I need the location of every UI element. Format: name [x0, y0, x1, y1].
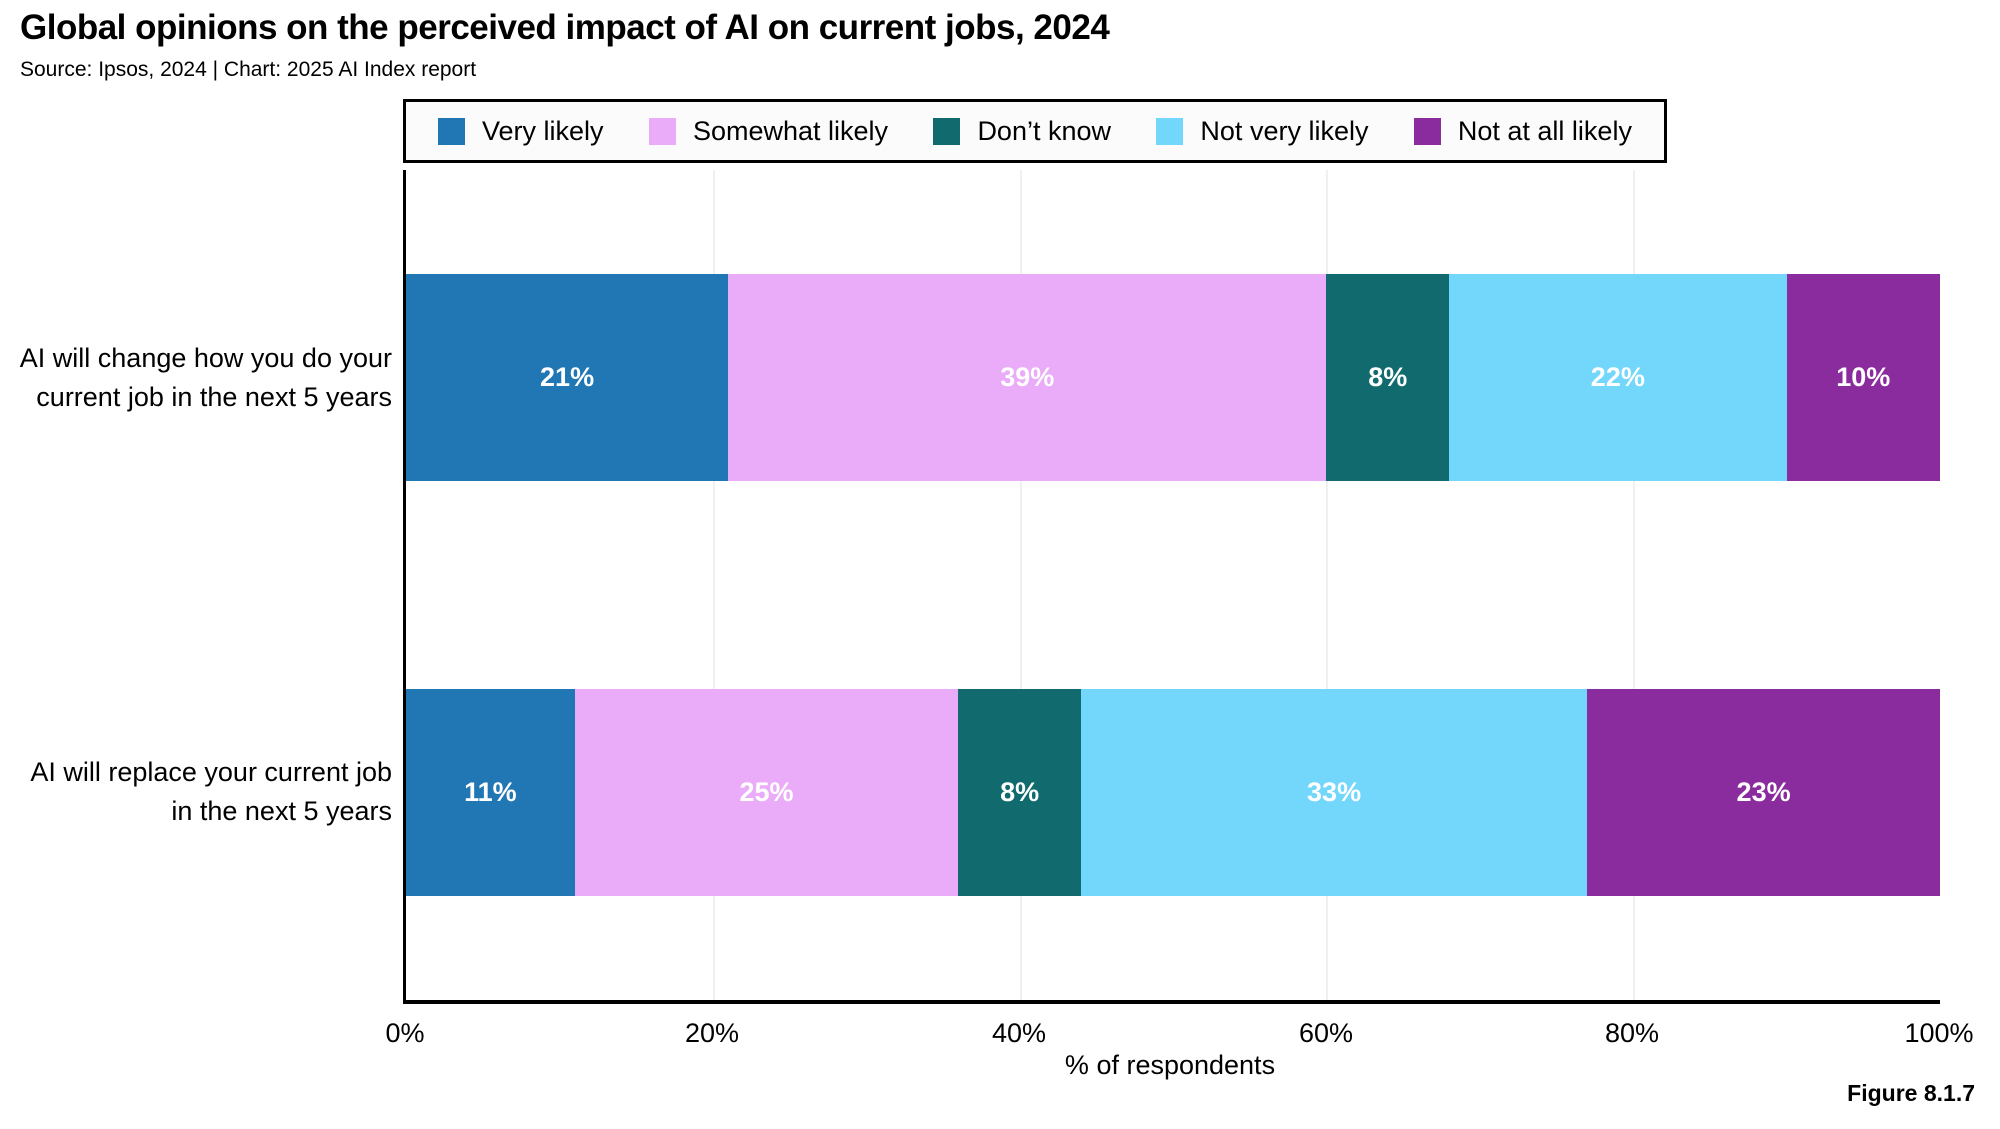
bar-value-label: 33%: [1307, 777, 1362, 807]
legend-swatch-very-likely: [438, 117, 465, 145]
legend-swatch-somewhat-likely: [648, 117, 676, 145]
gridline-80: [1633, 170, 1636, 1000]
legend-swatch-dont-know: [933, 117, 961, 145]
bar-value-label: 8%: [1000, 777, 1040, 807]
bar-value-label: 23%: [1736, 777, 1791, 807]
bar-segment-not-very-likely: 22%: [1449, 274, 1787, 481]
bar-value-label: 10%: [1836, 362, 1891, 392]
x-tick-60: 60%: [1298, 1018, 1354, 1048]
gridline-40: [1019, 170, 1022, 1000]
legend-swatch-not-very-likely: [1156, 117, 1184, 145]
legend-label: Somewhat likely: [692, 115, 889, 146]
category-label-line: AI will change how you do your: [19, 343, 392, 373]
plot-area: 21% 39% 8% 22% 10% 11% 25% 8% 33% 23%: [403, 170, 1940, 1004]
category-label-change-job: AI will change how you do your current j…: [0, 339, 392, 417]
legend-label: Very likely: [482, 115, 604, 146]
bar-value-label: 11%: [464, 777, 517, 807]
legend-item-not-very-likely: Not very likely: [1156, 116, 1368, 147]
category-label-replace-job: AI will replace your current job in the …: [0, 753, 392, 831]
x-tick-0: 0%: [385, 1018, 425, 1048]
bar-value-label: 22%: [1590, 362, 1645, 392]
page-title: Global opinions on the perceived impact …: [20, 8, 1110, 47]
legend-label: Not at all likely: [1457, 115, 1632, 146]
chart-source-caption: Source: Ipsos, 2024 | Chart: 2025 AI Ind…: [20, 58, 477, 81]
gridline-60: [1326, 170, 1329, 1000]
x-tick-100: 100%: [1904, 1018, 1974, 1048]
legend-item-not-at-all-likely: Not at all likely: [1413, 115, 1632, 147]
legend-item-somewhat-likely: Somewhat likely: [648, 115, 889, 147]
legend-swatch-not-at-all-likely: [1413, 117, 1441, 145]
legend-label: Don’t know: [977, 115, 1112, 146]
bar-segment-not-at-all-likely: 23%: [1587, 689, 1940, 896]
bar-segment-somewhat-likely: 25%: [574, 689, 959, 896]
bar-value-label: 8%: [1368, 362, 1408, 392]
bar-segment-dont-know: 8%: [958, 689, 1081, 896]
bar-row-replace-job: 11% 25% 8% 33% 23%: [406, 689, 1940, 896]
bar-segment-not-at-all-likely: 10%: [1786, 274, 1940, 481]
gridline-20: [712, 170, 715, 1000]
legend-label: Not very likely: [1200, 115, 1369, 146]
bar-row-change-job: 21% 39% 8% 22% 10%: [406, 274, 1940, 481]
bar-value-label: 21%: [540, 362, 595, 392]
category-label-line: in the next 5 years: [171, 796, 392, 826]
x-axis-label: % of respondents: [1064, 1050, 1276, 1080]
bar-segment-not-very-likely: 33%: [1080, 689, 1588, 896]
category-label-line: AI will replace your current job: [30, 757, 392, 787]
bar-segment-dont-know: 8%: [1326, 274, 1450, 481]
x-tick-80: 80%: [1604, 1018, 1660, 1048]
bar-value-label: 39%: [1000, 362, 1055, 392]
legend-item-very-likely: Very likely: [438, 116, 604, 147]
figure-number: Figure 8.1.7: [1847, 1080, 1975, 1106]
category-label-line: current job in the next 5 years: [36, 382, 392, 412]
x-tick-40: 40%: [991, 1018, 1047, 1048]
bar-value-label: 25%: [739, 777, 794, 807]
x-tick-20: 20%: [684, 1018, 740, 1048]
chart-legend: Very likely Somewhat likely Don’t know N…: [403, 99, 1667, 163]
bar-segment-very-likely: 21%: [406, 274, 729, 481]
legend-item-dont-know: Don’t know: [933, 116, 1111, 147]
bar-segment-somewhat-likely: 39%: [728, 274, 1327, 481]
bar-segment-very-likely: 11%: [406, 689, 575, 896]
